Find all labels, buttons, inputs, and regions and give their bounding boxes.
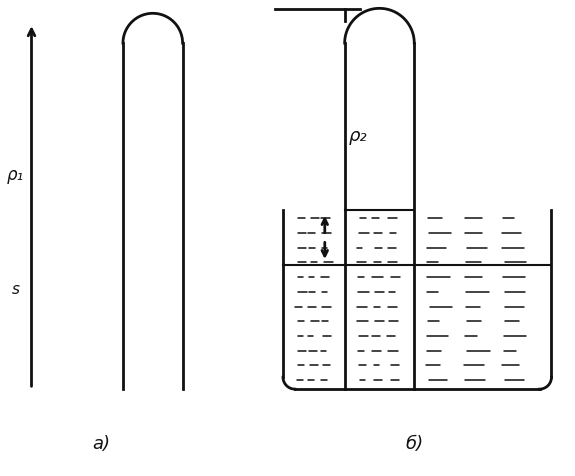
Text: ρ₁: ρ₁ <box>7 167 24 184</box>
Text: ρ₂: ρ₂ <box>348 127 367 145</box>
Text: a): a) <box>92 435 110 453</box>
Text: б): б) <box>405 435 423 453</box>
Text: s: s <box>12 282 20 297</box>
